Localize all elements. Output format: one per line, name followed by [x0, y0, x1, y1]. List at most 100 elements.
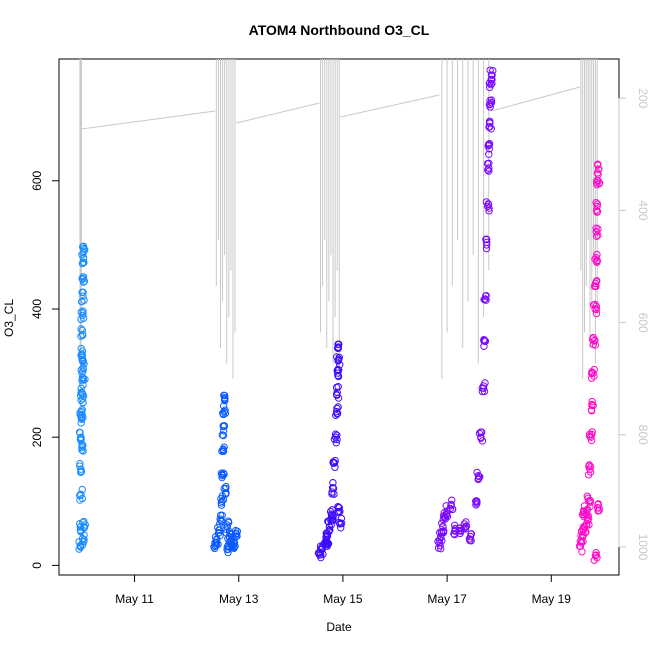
- data-point: [232, 530, 241, 538]
- data-point: [584, 494, 592, 503]
- data-point: [221, 409, 230, 418]
- data-point: [595, 504, 603, 512]
- data-point: [224, 517, 233, 525]
- data-point: [78, 485, 86, 494]
- data-point: [76, 523, 85, 531]
- data-point: [327, 513, 336, 521]
- data-point: [486, 83, 494, 92]
- data-point: [588, 374, 596, 382]
- data-point: [482, 198, 491, 206]
- data-point: [335, 508, 343, 516]
- data-point: [329, 515, 337, 523]
- data-point: [439, 528, 448, 537]
- data-point: [78, 357, 87, 365]
- data-point: [591, 255, 599, 263]
- data-point: [485, 204, 493, 212]
- data-point: [462, 522, 471, 530]
- data-point: [587, 407, 596, 415]
- data-point: [592, 549, 600, 557]
- data-point: [592, 224, 600, 232]
- data-point: [80, 531, 88, 539]
- data-point: [223, 545, 231, 554]
- data-point: [217, 516, 225, 525]
- data-point: [447, 501, 455, 510]
- transit-trace: [81, 110, 216, 130]
- data-point: [467, 537, 475, 545]
- line-layer: [79, 59, 598, 379]
- data-point: [79, 292, 87, 300]
- data-point: [80, 296, 88, 304]
- data-point: [593, 202, 601, 211]
- data-point: [486, 66, 494, 74]
- data-point: [78, 275, 87, 283]
- data-point: [78, 259, 87, 268]
- data-point: [329, 458, 337, 466]
- data-point: [78, 406, 86, 414]
- data-point: [436, 541, 444, 550]
- data-point: [217, 501, 226, 509]
- data-point: [474, 471, 483, 480]
- data-point: [333, 435, 341, 444]
- data-point: [443, 512, 452, 521]
- y2-tick-label: 200: [636, 88, 650, 108]
- data-point: [221, 395, 229, 403]
- data-point: [592, 302, 601, 310]
- data-point: [79, 258, 87, 266]
- data-point: [336, 361, 344, 369]
- data-point: [487, 98, 496, 107]
- data-point: [326, 526, 334, 534]
- data-point: [590, 556, 598, 564]
- data-point: [212, 539, 221, 547]
- data-point: [484, 200, 492, 208]
- data-point: [588, 397, 596, 406]
- data-point: [216, 520, 224, 528]
- data-point: [79, 254, 88, 263]
- data-point: [591, 551, 600, 560]
- data-point: [337, 519, 346, 528]
- data-point: [333, 353, 341, 361]
- data-point: [329, 512, 337, 520]
- data-point: [75, 545, 83, 553]
- data-point: [475, 429, 484, 438]
- data-point: [586, 502, 594, 511]
- data-point: [334, 383, 342, 391]
- data-point: [482, 238, 491, 246]
- data-point: [594, 170, 602, 179]
- data-point: [332, 390, 341, 399]
- data-point: [591, 336, 599, 345]
- data-point: [593, 257, 602, 265]
- transit-trace: [491, 86, 581, 112]
- y-tick-label: 0: [30, 562, 44, 569]
- data-point: [332, 439, 340, 447]
- data-point: [81, 521, 89, 529]
- data-point: [220, 484, 228, 493]
- data-point: [592, 551, 600, 559]
- data-point: [334, 371, 342, 380]
- data-point: [488, 71, 496, 79]
- data-point: [329, 484, 338, 493]
- data-point: [78, 243, 87, 251]
- data-point: [482, 241, 491, 249]
- data-point: [595, 165, 603, 173]
- data-point: [223, 543, 232, 551]
- data-point: [580, 510, 588, 519]
- data-point: [442, 510, 450, 519]
- data-point: [219, 422, 228, 431]
- data-point: [328, 517, 336, 525]
- data-point: [78, 389, 87, 397]
- data-point: [223, 521, 231, 529]
- data-point: [478, 387, 487, 396]
- data-point: [594, 160, 602, 168]
- data-point: [486, 117, 494, 125]
- data-point: [478, 384, 486, 392]
- data-point: [319, 550, 327, 558]
- data-point: [594, 231, 602, 239]
- data-point: [465, 535, 474, 543]
- data-point: [231, 526, 240, 535]
- data-point: [480, 295, 488, 304]
- chart-title: ATOM4 Northbound O3_CL: [249, 22, 430, 38]
- data-point: [586, 432, 594, 440]
- data-point: [77, 344, 85, 353]
- data-point: [585, 461, 594, 469]
